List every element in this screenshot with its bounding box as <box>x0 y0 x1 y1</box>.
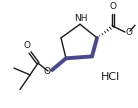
Text: O: O <box>109 2 116 11</box>
Text: NH: NH <box>74 14 88 23</box>
Text: O: O <box>126 28 133 37</box>
Text: O: O <box>43 68 50 76</box>
Text: HCl: HCl <box>100 72 120 82</box>
Text: O: O <box>23 41 30 50</box>
